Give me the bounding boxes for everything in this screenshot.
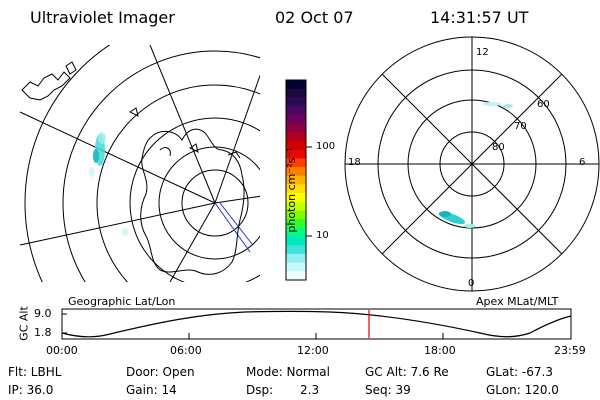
colorbar-band: [286, 271, 306, 281]
aurora-emission-left: [89, 132, 128, 236]
mlt-label-12: 12: [476, 47, 489, 58]
altitude-ytick-high: 9.0: [34, 307, 52, 320]
colorbar-band: [286, 219, 306, 229]
colorbar-band: [286, 140, 306, 151]
colorbar-band: [286, 158, 306, 168]
colorbar-band: [286, 97, 306, 107]
colorbar-band: [286, 106, 306, 116]
colorbar-band: [286, 245, 306, 255]
colorbar-band: [286, 132, 306, 142]
colorbar-band: [286, 262, 306, 272]
time-label: 14:31:57 UT: [430, 8, 529, 27]
altitude-ylabel: GC Alt: [17, 306, 31, 341]
colorbar-band: [286, 236, 306, 246]
ip-status: IP: 36.0: [8, 383, 54, 397]
colorbar: [286, 80, 306, 281]
aurora-emission-right: [438, 102, 513, 228]
altitude-xtick-0: 00:00: [46, 344, 78, 357]
door-status: Door: Open: [126, 365, 195, 379]
mlat-label-80: 80: [492, 142, 505, 153]
colorbar-band: [286, 149, 306, 159]
colorbar-band: [286, 88, 306, 98]
colorbar-band: [286, 175, 306, 185]
colorbar-band: [286, 253, 306, 264]
glat-status: GLat: -67.3: [486, 365, 553, 379]
colorbar-band: [286, 210, 306, 220]
altitude-curve: [61, 310, 572, 338]
colorbar-band: [286, 114, 306, 125]
mlat-label-70: 70: [514, 121, 527, 132]
colorbar-band: [286, 166, 306, 177]
magnetic-polar-plot: [344, 36, 600, 292]
right-map-caption: Apex MLat/MLT: [476, 295, 559, 308]
colorbar-band: [286, 193, 306, 203]
colorbar-band: [286, 123, 306, 133]
colorbar-label-100: 100: [316, 141, 336, 152]
altitude-xtick-3: 18:00: [424, 344, 456, 357]
colorbar-unit-label: photon cm⁻²s⁻¹: [285, 147, 298, 233]
mlt-label-18: 18: [348, 157, 361, 168]
left-map-caption: Geographic Lat/Lon: [68, 295, 176, 308]
altitude-xtick-1: 06:00: [170, 344, 202, 357]
dsp-label: Dsp:: [246, 383, 274, 397]
altitude-xtick-2: 12:00: [297, 344, 329, 357]
geographic-map: [19, 45, 260, 282]
mlt-label-6: 6: [579, 157, 586, 168]
colorbar-frame: [285, 79, 307, 281]
colorbar-label-10: 10: [316, 230, 329, 241]
colorbar-band: [286, 227, 306, 238]
mlat-label-60: 60: [537, 99, 550, 110]
instrument-title: Ultraviolet Imager: [30, 8, 175, 27]
gain-status: Gain: 14: [126, 383, 177, 397]
altitude-xtick-4: 23:59: [554, 344, 586, 357]
colorbar-band: [286, 80, 306, 90]
date-label: 02 Oct 07: [275, 8, 354, 27]
altitude-x-ticks: [61, 333, 572, 339]
colorbar-band: [286, 201, 306, 212]
altitude-y-ticks: [62, 313, 67, 334]
dsp-value: 2.3: [300, 383, 320, 397]
filter-status: Flt: LBHL: [8, 365, 62, 379]
glon-status: GLon: 120.0: [486, 383, 559, 397]
colorbar-band: [286, 184, 306, 194]
mode-status: Mode: Normal: [246, 365, 330, 379]
mlt-label-0: 0: [468, 278, 475, 289]
seq-status: Seq: 39: [365, 383, 411, 397]
gc-alt-status: GC Alt: 7.6 Re: [365, 365, 449, 379]
altitude-ytick-low: 1.8: [34, 326, 52, 339]
